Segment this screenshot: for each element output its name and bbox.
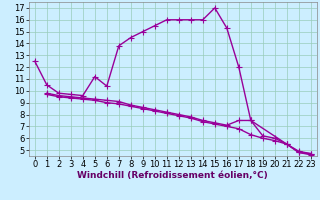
- X-axis label: Windchill (Refroidissement éolien,°C): Windchill (Refroidissement éolien,°C): [77, 171, 268, 180]
